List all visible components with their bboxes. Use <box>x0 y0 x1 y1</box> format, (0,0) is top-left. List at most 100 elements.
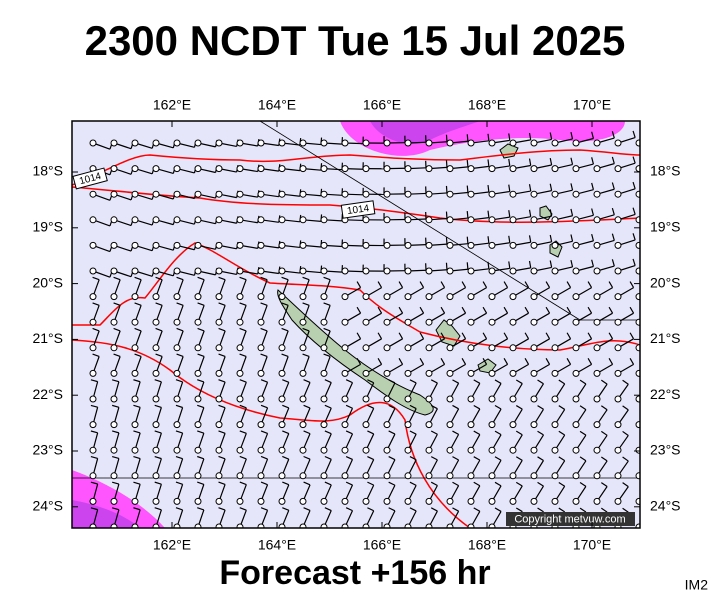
barb-station <box>426 140 432 146</box>
barb-station <box>174 370 180 376</box>
barb-station <box>405 498 411 504</box>
barb-station <box>384 370 390 376</box>
barb-station <box>510 447 516 453</box>
barb-station <box>237 294 243 300</box>
barb-station <box>447 319 453 325</box>
barb-station <box>153 473 159 479</box>
barb-station <box>468 268 474 274</box>
barb-station <box>258 345 264 351</box>
barb-station <box>90 191 96 197</box>
barb-station <box>447 396 453 402</box>
barb-station <box>321 319 327 325</box>
barb-station <box>615 473 621 479</box>
barb-station <box>384 319 390 325</box>
barb-station <box>468 422 474 428</box>
barb-station <box>510 370 516 376</box>
barb-shaft <box>639 313 655 322</box>
barb-station <box>174 294 180 300</box>
barb-station <box>174 524 180 530</box>
barb-station <box>552 345 558 351</box>
barb-station <box>342 370 348 376</box>
barb-station <box>531 319 537 325</box>
barb-station <box>258 140 264 146</box>
barb-station <box>468 524 474 530</box>
barb-station <box>405 473 411 479</box>
barb-station <box>153 396 159 402</box>
barb-station <box>573 217 579 223</box>
barb-station <box>447 217 453 223</box>
barb-station <box>489 422 495 428</box>
barb-station <box>447 447 453 453</box>
barb-station <box>510 242 516 248</box>
barb-station <box>342 242 348 248</box>
barb-station <box>216 396 222 402</box>
barb-station <box>216 319 222 325</box>
barb-station <box>531 294 537 300</box>
barb-station <box>279 319 285 325</box>
barb-station <box>468 191 474 197</box>
barb-station <box>258 473 264 479</box>
barb-station <box>636 447 642 453</box>
barb-station <box>174 268 180 274</box>
barb-station <box>342 166 348 172</box>
barb-station <box>363 140 369 146</box>
barb-station <box>447 191 453 197</box>
barb-station <box>111 166 117 172</box>
barb-station <box>279 498 285 504</box>
barb-station <box>195 319 201 325</box>
barb-station <box>111 294 117 300</box>
barb-station <box>615 447 621 453</box>
lon-label: 168°E <box>468 97 506 113</box>
barb-flag <box>644 380 650 384</box>
barb-station <box>300 166 306 172</box>
barb-station <box>321 447 327 453</box>
barb-station <box>363 217 369 223</box>
barb-station <box>300 345 306 351</box>
barb-station <box>342 498 348 504</box>
barb-station <box>216 294 222 300</box>
lat-label: 20°S <box>32 274 63 290</box>
barb-station <box>531 166 537 172</box>
barb-station <box>510 396 516 402</box>
barb-station <box>363 396 369 402</box>
barb-flag <box>644 508 650 512</box>
barb-station <box>111 370 117 376</box>
barb-flag <box>488 185 489 192</box>
barb-station <box>153 370 159 376</box>
barb-flag <box>467 237 468 244</box>
barb-station <box>132 217 138 223</box>
barb-station <box>384 217 390 223</box>
barb-station <box>426 473 432 479</box>
barb-flag <box>488 262 489 269</box>
barb-flag <box>488 134 489 141</box>
barb-station <box>237 242 243 248</box>
barb-station <box>636 345 642 351</box>
barb-station <box>258 422 264 428</box>
barb-station <box>552 396 558 402</box>
lon-label: 162°E <box>153 97 191 113</box>
barb-station <box>405 345 411 351</box>
barb-station <box>279 345 285 351</box>
barb-station <box>573 166 579 172</box>
barb-station <box>447 166 453 172</box>
barb-station <box>552 140 558 146</box>
barb-station <box>342 140 348 146</box>
barb-station <box>90 473 96 479</box>
barb-flag <box>651 358 655 364</box>
barb-station <box>216 140 222 146</box>
barb-station <box>594 217 600 223</box>
barb-station <box>90 319 96 325</box>
barb-station <box>426 191 432 197</box>
barb-station <box>447 422 453 428</box>
barb-station <box>216 473 222 479</box>
barb-station <box>342 422 348 428</box>
barb-station <box>447 473 453 479</box>
barb-shaft <box>639 188 656 194</box>
barb-station <box>174 319 180 325</box>
barb-station <box>405 396 411 402</box>
barb-station <box>489 396 495 402</box>
barb-station <box>195 345 201 351</box>
barb-flag <box>654 131 656 138</box>
barb-station <box>153 345 159 351</box>
barb-station <box>111 345 117 351</box>
